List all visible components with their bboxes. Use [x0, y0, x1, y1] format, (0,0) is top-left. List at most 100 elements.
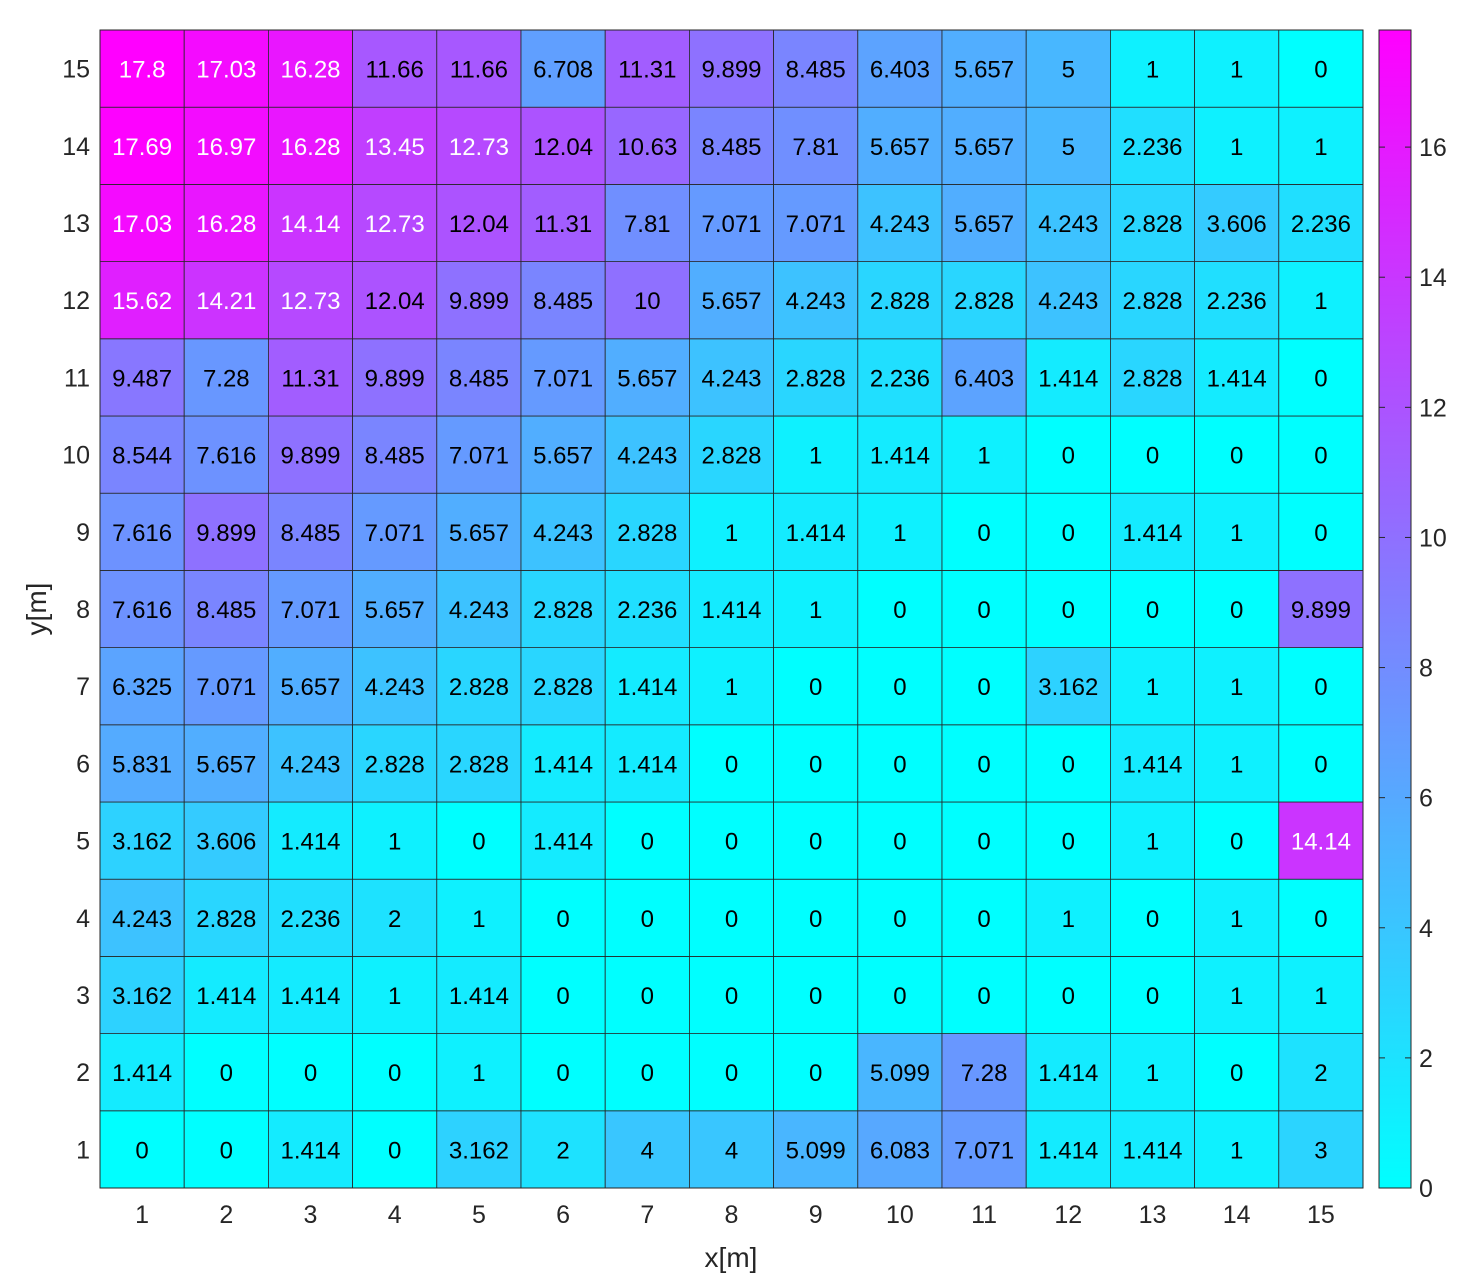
heatmap-cell-label: 1	[388, 829, 401, 856]
heatmap-cell-label: 1.414	[280, 829, 340, 856]
heatmap-cell-label: 1	[725, 520, 738, 547]
heatmap-cell-rect	[857, 415, 943, 494]
plot-border	[99, 29, 1364, 1189]
heatmap-cell-rect	[520, 29, 606, 108]
heatmap-cell: 0	[773, 1033, 859, 1112]
heatmap-cell: 17.03	[99, 183, 185, 262]
heatmap-cell-rect	[267, 415, 353, 494]
heatmap-cell: 0	[1025, 492, 1111, 571]
x-tick-label: 4	[388, 1201, 402, 1229]
heatmap-cell: 2.828	[520, 647, 606, 726]
heatmap-cell-rect	[773, 183, 859, 262]
heatmap-cell-rect	[1278, 647, 1364, 726]
heatmap-cell: 3.162	[436, 1110, 522, 1189]
heatmap-cell-rect	[520, 415, 606, 494]
heatmap-cell: 1.414	[1110, 492, 1196, 571]
heatmap-cell-label: 0	[809, 1060, 822, 1087]
heatmap-cell: 1	[1110, 647, 1196, 726]
x-tick-label: 13	[1139, 1201, 1167, 1229]
heatmap-cell-rect	[1110, 801, 1196, 880]
heatmap-cell-label: 0	[725, 1060, 738, 1087]
heatmap-cell-rect	[436, 570, 522, 649]
heatmap-cell-rect	[1025, 956, 1111, 1035]
heatmap-cell-label: 1	[1230, 134, 1243, 161]
heatmap-cell: 1.414	[1110, 1110, 1196, 1189]
heatmap-cell-label: 6.403	[870, 57, 930, 84]
heatmap-cell-label: 1.414	[617, 751, 677, 778]
heatmap-cell-rect	[1194, 1033, 1280, 1112]
heatmap-cell: 1	[436, 878, 522, 957]
heatmap-cell: 2.828	[1110, 183, 1196, 262]
heatmap-cell: 2.236	[604, 570, 690, 649]
heatmap-cell-label: 0	[388, 1137, 401, 1164]
heatmap-cell-rect	[941, 570, 1027, 649]
heatmap-cell-rect	[1110, 1033, 1196, 1112]
heatmap-cell-label: 4.243	[533, 520, 593, 547]
heatmap-cell: 0	[1278, 492, 1364, 571]
heatmap-cell-label: 1	[1314, 983, 1327, 1010]
heatmap-cell-rect	[520, 956, 606, 1035]
heatmap-cell-rect	[1110, 878, 1196, 957]
heatmap-cell-rect	[773, 261, 859, 340]
heatmap-cell-rect	[857, 106, 943, 185]
heatmap-cell: 1	[689, 647, 775, 726]
heatmap-cell: 2.236	[1194, 261, 1280, 340]
heatmap-cell-rect	[1278, 492, 1364, 571]
heatmap-cell-rect	[941, 106, 1027, 185]
heatmap-cell-rect	[267, 106, 353, 185]
heatmap-cell-label: 2.236	[1122, 134, 1182, 161]
heatmap-cell-label: 1.414	[701, 597, 761, 624]
y-tick-label: 12	[62, 287, 90, 315]
heatmap-cell: 1	[689, 492, 775, 571]
heatmap-cell: 12.73	[267, 261, 353, 340]
heatmap-cell: 0	[520, 878, 606, 957]
heatmap-cell-label: 9.899	[280, 443, 340, 470]
heatmap-cell: 0	[520, 1033, 606, 1112]
heatmap-cell: 2.828	[1110, 338, 1196, 417]
heatmap-cell-rect	[689, 492, 775, 571]
heatmap-cell-label: 7.071	[280, 597, 340, 624]
heatmap-cell-label: 5.657	[954, 134, 1014, 161]
heatmap-cell: 5.657	[941, 29, 1027, 108]
heatmap-cell: 2.236	[857, 338, 943, 417]
heatmap-cell-label: 8.485	[701, 134, 761, 161]
heatmap-cell-rect	[436, 956, 522, 1035]
heatmap-cell: 1	[1194, 29, 1280, 108]
heatmap-cell-label: 1.414	[533, 829, 593, 856]
heatmap-cell-rect	[1194, 724, 1280, 803]
heatmap-cell: 2.828	[1110, 261, 1196, 340]
colorbar-tick-label: 14	[1419, 264, 1447, 292]
heatmap-cell: 0	[352, 1110, 438, 1189]
heatmap-cell-rect	[1110, 570, 1196, 649]
heatmap-cell-rect	[1110, 724, 1196, 803]
heatmap-cell-rect	[857, 801, 943, 880]
heatmap-cell-label: 5.657	[617, 365, 677, 392]
heatmap-cell-rect	[352, 183, 438, 262]
heatmap-cell-rect	[436, 1110, 522, 1189]
heatmap-cell-label: 16.28	[280, 57, 340, 84]
heatmap-cell: 5	[1025, 106, 1111, 185]
heatmap-cell-rect	[689, 183, 775, 262]
heatmap-cell: 0	[1278, 647, 1364, 726]
heatmap-cell-rect	[183, 338, 269, 417]
heatmap-cell-label: 3.162	[1038, 674, 1098, 701]
heatmap-cell-label: 3.162	[112, 983, 172, 1010]
heatmap-cell-label: 12.04	[365, 288, 425, 315]
x-tick-label: 9	[809, 1201, 823, 1229]
heatmap-cell-rect	[183, 492, 269, 571]
y-axis-label: y[m]	[21, 583, 52, 636]
heatmap-cell: 9.899	[183, 492, 269, 571]
heatmap-cell: 0	[689, 878, 775, 957]
heatmap-cell: 4.243	[1025, 183, 1111, 262]
heatmap-cell: 5.099	[773, 1110, 859, 1189]
y-tick-label: 9	[76, 519, 90, 547]
x-tick-label: 1	[135, 1201, 149, 1229]
heatmap-cell: 1.414	[773, 492, 859, 571]
heatmap-cell: 5.831	[99, 724, 185, 803]
heatmap-cell-rect	[773, 338, 859, 417]
heatmap-cell: 2.828	[436, 724, 522, 803]
heatmap-cell: 1.414	[267, 956, 353, 1035]
heatmap-cell: 11.66	[352, 29, 438, 108]
heatmap-cell-label: 8.485	[449, 365, 509, 392]
heatmap-cell-rect	[99, 492, 185, 571]
